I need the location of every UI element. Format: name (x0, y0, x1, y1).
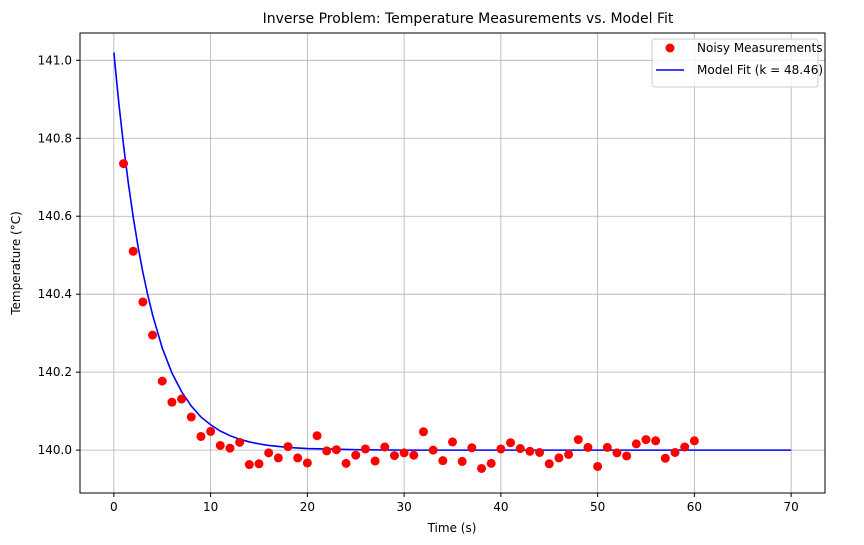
measurement-point (467, 443, 477, 453)
measurement-point (486, 458, 496, 468)
measurement-point (302, 458, 312, 468)
measurement-point (273, 453, 283, 463)
measurement-point (583, 442, 593, 452)
measurement-point (554, 453, 564, 463)
measurement-point (689, 436, 699, 446)
measurement-point (254, 459, 264, 469)
measurement-point (119, 159, 129, 169)
measurement-point (564, 449, 574, 459)
measurement-point (264, 448, 274, 458)
measurement-point (167, 397, 177, 407)
measurement-point (293, 453, 303, 463)
measurement-point (389, 451, 399, 461)
measurement-point (496, 444, 506, 454)
measurement-point (235, 437, 245, 447)
measurement-point (535, 447, 545, 457)
measurement-point (418, 427, 428, 437)
x-tick-label: 30 (396, 500, 411, 514)
measurement-point (409, 450, 419, 460)
y-tick-label: 140.0 (38, 443, 72, 457)
measurement-point (138, 297, 148, 307)
legend: Noisy Measurements Model Fit (k = 48.46) (651, 38, 823, 88)
measurement-point (225, 443, 235, 453)
model-fit-line (113, 52, 792, 451)
measurement-point (680, 442, 690, 452)
measurement-point (196, 431, 206, 441)
y-tick-label: 141.0 (38, 53, 72, 67)
measurement-point (206, 426, 216, 436)
x-tick-label: 0 (110, 500, 118, 514)
measurement-point (148, 330, 158, 340)
measurement-point (573, 435, 583, 445)
measurement-point (641, 435, 651, 445)
measurement-point (399, 448, 409, 458)
measurement-point (670, 447, 680, 457)
measurement-point (351, 450, 361, 460)
measurement-point (651, 436, 661, 446)
measurement-point (622, 451, 632, 461)
measurement-point (506, 438, 516, 448)
plot-area (113, 52, 792, 473)
x-tick-label: 20 (300, 500, 315, 514)
legend-marker-measurements (665, 43, 675, 53)
measurement-point (544, 459, 554, 469)
legend-box (651, 38, 819, 88)
y-tick-label: 140.4 (38, 287, 72, 301)
measurement-point (157, 376, 167, 386)
axes-frame (79, 32, 826, 494)
x-tick-label: 60 (687, 500, 702, 514)
legend-label-model: Model Fit (k = 48.46) (697, 63, 823, 77)
measurement-point (438, 456, 448, 466)
measurement-point (341, 458, 351, 468)
grid (80, 33, 825, 493)
measurement-point (477, 463, 487, 473)
measurement-point (312, 431, 322, 441)
chart-title: Inverse Problem: Temperature Measurement… (263, 11, 674, 27)
x-tick-label: 70 (783, 500, 798, 514)
measurement-point (177, 394, 187, 404)
measurement-point (593, 461, 603, 471)
legend-label-measurements: Noisy Measurements (697, 41, 822, 55)
measurement-point (186, 412, 196, 422)
measurement-point (525, 446, 535, 456)
measurement-point (612, 448, 622, 458)
y-axis-label: Temperature (°C) (9, 211, 23, 316)
measurement-point (370, 456, 380, 466)
measurement-point (360, 444, 370, 454)
measurement-point (215, 440, 225, 450)
measurement-point (515, 444, 525, 454)
y-tick-label: 140.8 (38, 131, 72, 145)
measurement-point (380, 442, 390, 452)
measurement-point (631, 439, 641, 449)
measurement-point (660, 453, 670, 463)
measurement-point (283, 442, 293, 452)
measurement-point (457, 456, 467, 466)
measurement-point (322, 446, 332, 456)
measurement-point (331, 445, 341, 455)
y-tick-label: 140.6 (38, 209, 72, 223)
x-tick-label: 50 (590, 500, 605, 514)
y-axis: 140.0 140.2 140.4 140.6 140.8 141.0 (38, 53, 80, 457)
measurement-point (602, 442, 612, 452)
measurement-point (244, 460, 254, 470)
measurement-point (448, 437, 457, 447)
measurement-point (428, 445, 438, 455)
x-axis-label: Time (s) (427, 521, 477, 535)
x-tick-label: 40 (493, 500, 508, 514)
x-tick-label: 10 (203, 500, 218, 514)
x-axis: 0 10 20 30 40 50 60 70 (110, 493, 799, 514)
y-tick-label: 140.2 (38, 365, 72, 379)
measurement-point (128, 246, 138, 256)
